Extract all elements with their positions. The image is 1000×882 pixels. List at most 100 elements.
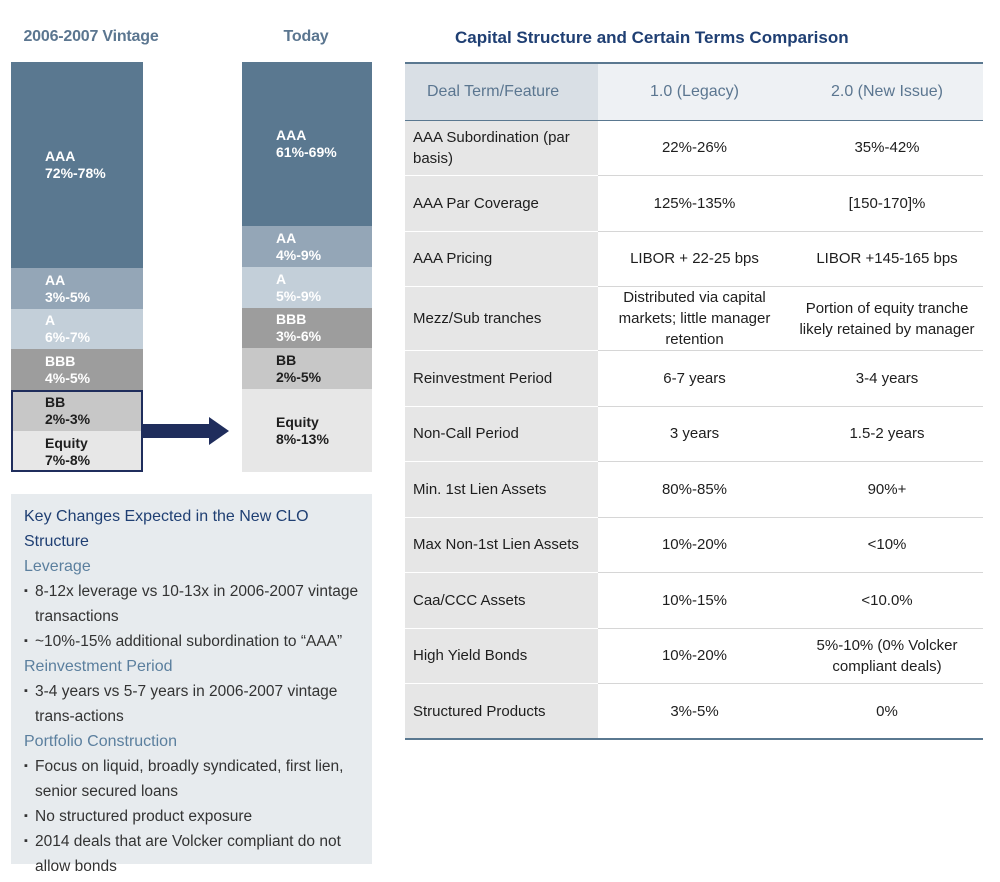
tranche-equity: Equity 7%-8%	[11, 431, 143, 472]
legacy-value: 125%-135%	[598, 175, 791, 232]
new-issue-value: LIBOR +145-165 bps	[791, 231, 983, 287]
tranche-range: 5%-9%	[276, 287, 322, 304]
tranche-label: Equity	[276, 413, 319, 430]
tranche-a: A 5%-9%	[242, 267, 372, 308]
row-label: Non-Call Period	[405, 406, 598, 462]
tranche-label: BB	[45, 393, 66, 410]
tranche-range: 4%-9%	[276, 246, 322, 263]
tranche-label: BBB	[45, 352, 76, 369]
right-arrow-icon	[143, 417, 229, 445]
section-heading-reinvestment: Reinvestment Period	[24, 658, 173, 675]
today-column-title: Today	[283, 28, 329, 45]
comparison-table: Deal Term/Feature 1.0 (Legacy) 2.0 (New …	[405, 62, 983, 740]
tranche-bb: BB 2%-3%	[11, 390, 143, 431]
section-heading-leverage: Leverage	[24, 558, 91, 575]
legacy-value: 10%-20%	[598, 628, 791, 684]
tranche-aa: AA 3%-5%	[11, 268, 143, 309]
table-row: Caa/CCC Assets 10%-15% <10.0%	[405, 572, 983, 629]
table-row: High Yield Bonds 10%-20% 5%-10% (0% Volc…	[405, 628, 983, 684]
table-row: Min. 1st Lien Assets 80%-85% 90%+	[405, 461, 983, 518]
tranche-range: 6%-7%	[45, 329, 91, 345]
section-heading-portfolio: Portfolio Construction	[24, 733, 177, 750]
table-row: AAA Pricing LIBOR + 22-25 bps LIBOR +145…	[405, 231, 983, 287]
tranche-range: 2%-5%	[276, 368, 322, 385]
vintage-column-title: 2006-2007 Vintage	[23, 28, 159, 45]
tranche-range: 2%-3%	[45, 410, 91, 427]
row-label: AAA Par Coverage	[405, 175, 598, 232]
tranche-aaa: AAA 61%-69%	[242, 62, 372, 226]
new-issue-value: <10.0%	[791, 572, 983, 629]
new-issue-value: <10%	[791, 517, 983, 573]
tranche-a: A 6%-7%	[11, 309, 143, 349]
tranche-range: 8%-13%	[276, 430, 329, 447]
row-label: Mezz/Sub tranches	[405, 286, 598, 351]
tranche-range: 3%-6%	[276, 328, 322, 344]
tranche-range: 7%-8%	[45, 451, 91, 468]
table-row: AAA Subordination (par basis) 22%-26% 35…	[405, 120, 983, 176]
legacy-value: 10%-20%	[598, 517, 791, 573]
tranche-label: AA	[45, 271, 66, 288]
tranche-range: 4%-5%	[45, 369, 91, 386]
row-label: Structured Products	[405, 683, 598, 740]
tranche-range: 72%-78%	[45, 165, 106, 181]
table-row: Mezz/Sub tranches Distributed via capita…	[405, 286, 983, 351]
legacy-value: LIBOR + 22-25 bps	[598, 231, 791, 287]
row-label: AAA Subordination (par basis)	[405, 120, 598, 176]
tranche-label: AA	[276, 229, 297, 246]
new-issue-value: [150-170]%	[791, 175, 983, 232]
tranche-label: BBB	[276, 311, 307, 327]
header-deal-term: Deal Term/Feature	[405, 62, 598, 121]
bullet-item: No structured product exposure	[24, 804, 360, 829]
key-changes-title: Key Changes Expected in the New CLO Stru…	[24, 508, 309, 550]
table-row: Non-Call Period 3 years 1.5-2 years	[405, 406, 983, 462]
legacy-value: 10%-15%	[598, 572, 791, 629]
row-label: AAA Pricing	[405, 231, 598, 287]
new-issue-value: 3-4 years	[791, 350, 983, 407]
table-row: Structured Products 3%-5% 0%	[405, 683, 983, 740]
vintage-capital-stack: AAA 72%-78% AA 3%-5% A 6%-7% BBB 4%-5% B…	[11, 62, 143, 472]
tranche-aaa: AAA 72%-78%	[11, 62, 143, 268]
tranche-label: BB	[276, 351, 297, 368]
highlight-box	[11, 390, 143, 472]
bullet-item: 2014 deals that are Volcker compliant do…	[24, 829, 360, 879]
tranche-label: AAA	[45, 148, 76, 164]
legacy-value: 80%-85%	[598, 461, 791, 518]
today-capital-stack: AAA 61%-69% AA 4%-9% A 5%-9% BBB 3%-6% B…	[242, 62, 372, 472]
row-label: Max Non-1st Lien Assets	[405, 517, 598, 573]
legacy-value: 6-7 years	[598, 350, 791, 407]
header-new-issue: 2.0 (New Issue)	[791, 62, 983, 121]
key-changes-box: Key Changes Expected in the New CLO Stru…	[11, 494, 372, 875]
tranche-aa: AA 4%-9%	[242, 226, 372, 267]
legacy-value: 22%-26%	[598, 120, 791, 176]
tranche-label: Equity	[45, 434, 88, 451]
legacy-value: Distributed via capital markets; little …	[598, 286, 791, 351]
tranche-label: A	[276, 270, 287, 287]
new-issue-value: 5%-10% (0% Volcker compliant deals)	[791, 628, 983, 684]
tranche-bbb: BBB 3%-6%	[242, 308, 372, 348]
new-issue-value: 1.5-2 years	[791, 406, 983, 462]
tranche-label: AAA	[276, 127, 307, 143]
new-issue-value: Portion of equity tranche likely retaine…	[791, 286, 983, 351]
bullet-item: Focus on liquid, broadly syndicated, fir…	[24, 754, 360, 804]
row-label: Min. 1st Lien Assets	[405, 461, 598, 518]
row-label: Caa/CCC Assets	[405, 572, 598, 629]
table-row: Reinvestment Period 6-7 years 3-4 years	[405, 350, 983, 407]
header-legacy: 1.0 (Legacy)	[598, 62, 791, 121]
legacy-value: 3 years	[598, 406, 791, 462]
new-issue-value: 35%-42%	[791, 120, 983, 176]
tranche-range: 3%-5%	[45, 288, 91, 305]
bullet-item: 8-12x leverage vs 10-13x in 2006-2007 vi…	[24, 579, 360, 629]
tranche-range: 61%-69%	[276, 144, 337, 160]
table-row: Max Non-1st Lien Assets 10%-20% <10%	[405, 517, 983, 573]
new-issue-value: 0%	[791, 683, 983, 740]
table-title: Capital Structure and Certain Terms Comp…	[455, 28, 849, 47]
table-row: AAA Par Coverage 125%-135% [150-170]%	[405, 175, 983, 232]
row-label: Reinvestment Period	[405, 350, 598, 407]
tranche-bb: BB 2%-5%	[242, 348, 372, 389]
table-header-row: Deal Term/Feature 1.0 (Legacy) 2.0 (New …	[405, 62, 983, 121]
row-label: High Yield Bonds	[405, 628, 598, 684]
legacy-value: 3%-5%	[598, 683, 791, 740]
bullet-item: 3-4 years vs 5-7 years in 2006-2007 vint…	[24, 679, 360, 729]
tranche-equity: Equity 8%-13%	[242, 389, 372, 472]
bullet-item: ~10%-15% additional subordination to “AA…	[24, 629, 360, 654]
